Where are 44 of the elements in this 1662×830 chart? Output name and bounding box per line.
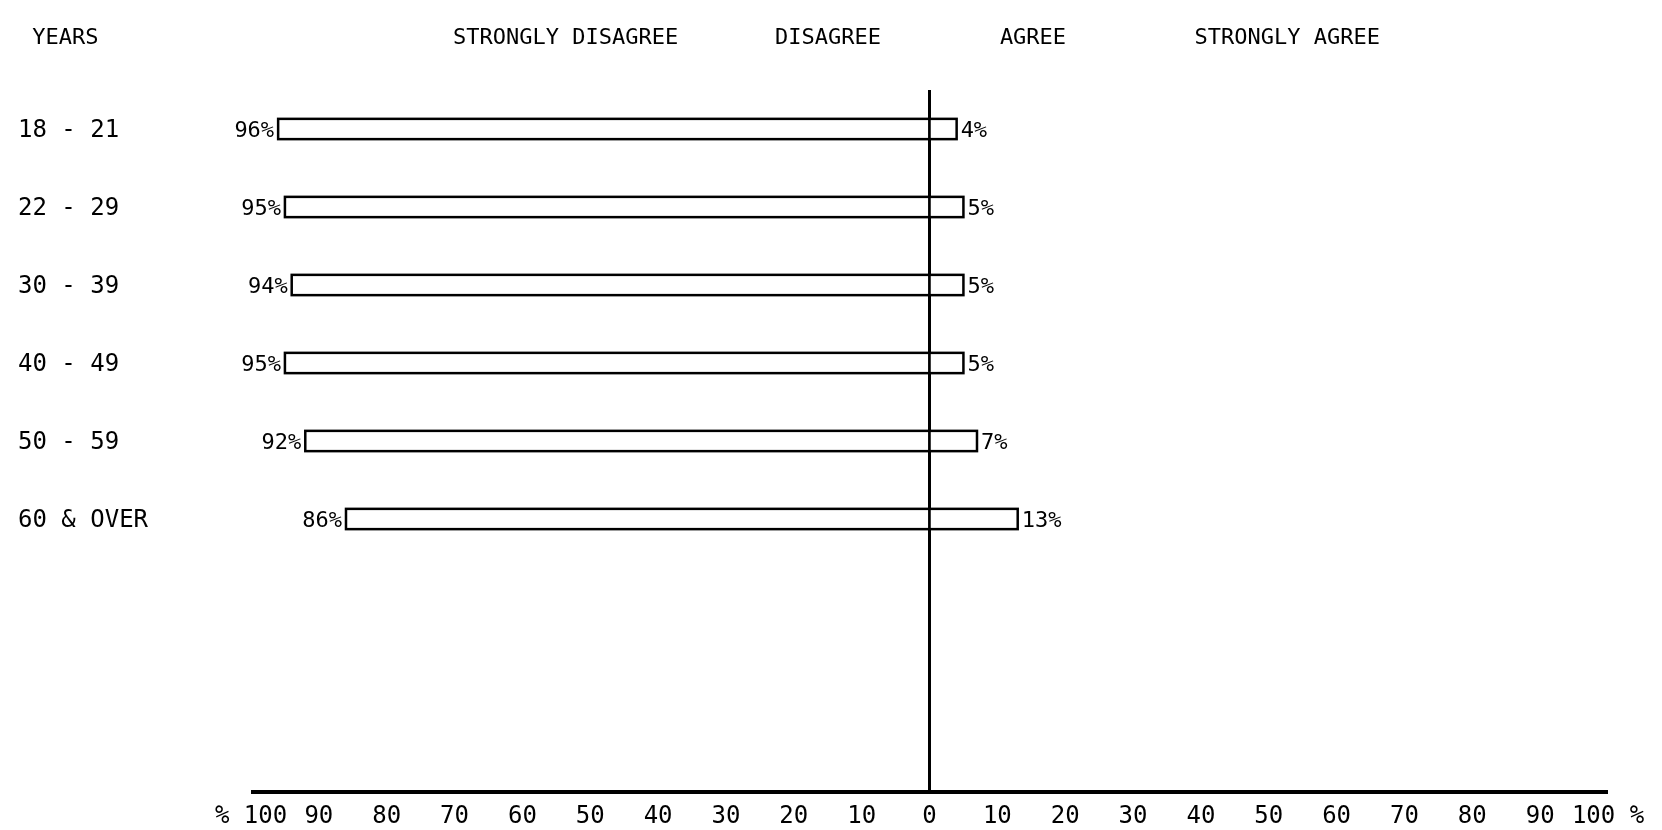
data-label: 5% (967, 350, 994, 376)
data-label: 95% (241, 194, 281, 220)
x-tick-label: 10 (847, 801, 877, 829)
data-label: 86% (302, 506, 342, 532)
x-tick-label: 20 (779, 801, 809, 829)
text: YEARS (32, 24, 99, 49)
y-tick-label: 22 - 29 (18, 193, 120, 221)
x-tick-label: 50 (575, 801, 605, 829)
x-tick-label: 30 (711, 801, 741, 829)
y-tick-label: 60 & OVER (18, 505, 149, 533)
y-tick-label: 40 - 49 (18, 349, 120, 377)
y-tick-label: 50 - 59 (18, 427, 120, 455)
data-label: 7% (980, 428, 1008, 454)
x-tick-label: 90 (304, 801, 334, 829)
data-label: 95% (241, 350, 281, 376)
x-tick-label: 10 (982, 801, 1012, 829)
x-tick-label: 30 (1118, 801, 1148, 829)
data-label: 92% (261, 428, 302, 454)
x-tick-label: 70 (1390, 801, 1419, 829)
data-label: 94% (247, 272, 288, 298)
x-tick-label: 80 (372, 801, 402, 829)
x-tick-label: 60 (1322, 801, 1352, 829)
x-tick-label: 40 (643, 801, 673, 829)
x-tick-label: 0 (922, 801, 937, 829)
x-tick-label: 80 (1457, 801, 1487, 829)
x-tick-label: 70 (440, 801, 469, 829)
text: AGREE (999, 24, 1067, 49)
data-label: 13% (1021, 506, 1062, 532)
x-tick-label: 60 (507, 801, 537, 829)
x-tick-label: % 100 (214, 801, 288, 829)
y-tick-label: 18 - 21 (18, 115, 120, 143)
data-label: 5% (967, 194, 994, 220)
text: STRONGLY DISAGREE (453, 24, 679, 49)
x-tick-label: 20 (1050, 801, 1080, 829)
x-tick-label: 90 (1525, 801, 1555, 829)
x-tick-label: 40 (1186, 801, 1216, 829)
x-tick-label: 100 % (1571, 801, 1645, 829)
text: STRONGLY AGREE (1194, 24, 1380, 49)
data-label: 96% (234, 116, 275, 142)
text: DISAGREE (775, 24, 881, 49)
data-label: 5% (967, 272, 994, 298)
x-tick-label: 50 (1254, 801, 1284, 829)
y-tick-label: 30 - 39 (18, 271, 120, 299)
data-label: 4% (960, 116, 988, 142)
